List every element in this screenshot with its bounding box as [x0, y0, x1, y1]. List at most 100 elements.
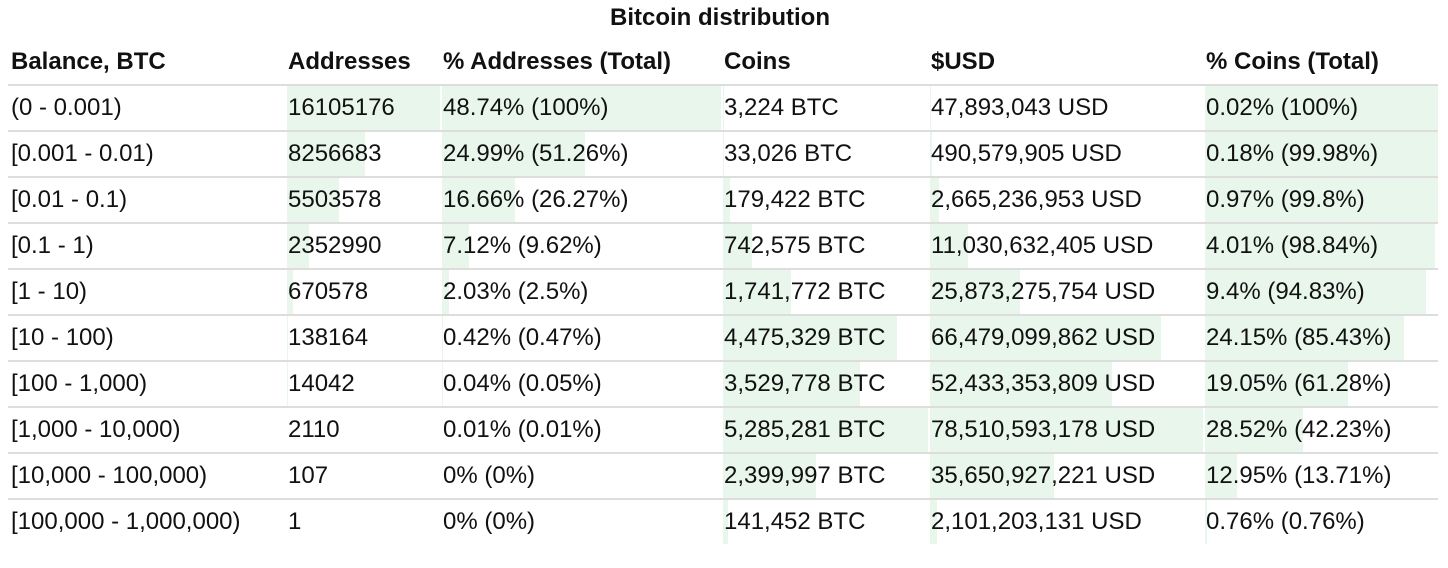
cell-text: 4.01% (98.84%): [1206, 232, 1379, 259]
header-usd: $USD: [928, 40, 1203, 86]
coins-cell: 2,399,997 BTC: [721, 453, 928, 500]
header-addresses: Addresses: [285, 40, 440, 86]
usd-cell: 2,101,203,131 USD: [928, 499, 1203, 544]
header-balance: Balance, BTC: [8, 40, 285, 86]
usd-cell: 490,579,905 USD: [928, 131, 1203, 178]
cell-text: [100 - 1,000): [11, 370, 148, 397]
cell-text: 0.97% (99.8%): [1206, 186, 1365, 213]
cell-text: 0.76% (0.76%): [1206, 508, 1365, 535]
balance-cell: [0.1 - 1): [8, 223, 285, 270]
data-bar: [1205, 132, 1438, 176]
pct-coins-cell: 19.05% (61.28%): [1203, 361, 1438, 408]
data-bar: [287, 132, 366, 176]
data-bar: [930, 362, 1113, 406]
pct-coins-cell: 0.97% (99.8%): [1203, 177, 1438, 224]
cell-text: 12.95% (13.71%): [1206, 462, 1392, 489]
coins-cell: 5,285,281 BTC: [721, 407, 928, 454]
cell-text: 19.05% (61.28%): [1206, 370, 1392, 397]
pct-coins-cell: 0.02% (100%): [1203, 85, 1438, 132]
cell-text: 107: [288, 462, 329, 489]
balance-cell: [0.001 - 0.01): [8, 131, 285, 178]
data-bar: [1205, 454, 1237, 498]
cell-text: 0.18% (99.98%): [1206, 140, 1379, 167]
table-row: [10,000 - 100,000) 107 0% (0%) 2,399,997 BT…: [8, 453, 1438, 500]
table-row: [0.01 - 0.1) 5503578 16.66% (26.27%) 179,42…: [8, 177, 1438, 224]
cell-text: 0.42% (0.47%): [443, 324, 602, 351]
cell-text: 9.4% (94.83%): [1206, 278, 1365, 305]
cell-text: 24.99% (51.26%): [443, 140, 629, 167]
cell-text: [10 - 100): [11, 324, 114, 351]
usd-cell: 2,665,236,953 USD: [928, 177, 1203, 224]
data-bar: [723, 408, 928, 452]
data-bar: [1205, 316, 1405, 360]
cell-text: 24.15% (85.43%): [1206, 324, 1392, 351]
cell-text: 35,650,927,221 USD: [931, 462, 1156, 489]
usd-cell: 47,893,043 USD: [928, 85, 1203, 132]
pct-coins-cell: 24.15% (85.43%): [1203, 315, 1438, 362]
data-bar: [1205, 362, 1348, 406]
addresses-cell: 2352990: [285, 223, 440, 270]
pct-addresses-cell: 7.12% (9.62%): [440, 223, 721, 270]
data-bar: [930, 500, 938, 544]
addresses-cell: 14042: [285, 361, 440, 408]
usd-cell: 11,030,632,405 USD: [928, 223, 1203, 270]
data-bar: [723, 132, 725, 176]
data-bar: [442, 86, 721, 130]
cell-text: 16.66% (26.27%): [443, 186, 629, 213]
coins-cell: 179,422 BTC: [721, 177, 928, 224]
cell-text: 670578: [288, 278, 369, 305]
pct-addresses-cell: 0.42% (0.47%): [440, 315, 721, 362]
cell-text: 3,224 BTC: [724, 94, 839, 121]
addresses-cell: 1: [285, 499, 440, 544]
pct-addresses-cell: 0% (0%): [440, 499, 721, 544]
data-bar: [442, 224, 469, 268]
pct-addresses-cell: 0% (0%): [440, 453, 721, 500]
data-bar: [723, 316, 897, 360]
data-bar: [442, 270, 449, 314]
cell-text: [100,000 - 1,000,000): [11, 508, 241, 535]
addresses-cell: 8256683: [285, 131, 440, 178]
table-row: [0.1 - 1) 2352990 7.12% (9.62%) 742,575 BTC…: [8, 223, 1438, 270]
balance-cell: [100 - 1,000): [8, 361, 285, 408]
cell-text: 0% (0%): [443, 462, 536, 489]
table-row: [100 - 1,000) 14042 0.04% (0.05%) 3,529,778…: [8, 361, 1438, 408]
data-bar: [1205, 86, 1438, 130]
pct-coins-cell: 9.4% (94.83%): [1203, 269, 1438, 316]
addresses-cell: 16105176: [285, 85, 440, 132]
data-bar: [930, 132, 932, 176]
data-bar: [1205, 224, 1436, 268]
balance-cell: [10 - 100): [8, 315, 285, 362]
addresses-cell: 107: [285, 453, 440, 500]
cell-text: 1,741,772 BTC: [724, 278, 886, 305]
cell-text: 742,575 BTC: [724, 232, 866, 259]
pct-coins-cell: 28.52% (42.23%): [1203, 407, 1438, 454]
coins-cell: 4,475,329 BTC: [721, 315, 928, 362]
data-bar: [723, 500, 729, 544]
cell-text: 14042: [288, 370, 355, 397]
pct-coins-cell: 0.76% (0.76%): [1203, 499, 1438, 544]
table-row: [10 - 100) 138164 0.42% (0.47%) 4,475,329 B…: [8, 315, 1438, 362]
pct-coins-cell: 0.18% (99.98%): [1203, 131, 1438, 178]
pct-addresses-cell: 0.04% (0.05%): [440, 361, 721, 408]
cell-text: 4,475,329 BTC: [724, 324, 886, 351]
data-bar: [287, 316, 289, 360]
cell-text: [10,000 - 100,000): [11, 462, 208, 489]
data-bar: [442, 316, 444, 360]
cell-text: 1: [288, 508, 302, 535]
addresses-cell: 5503578: [285, 177, 440, 224]
data-bar: [287, 224, 310, 268]
addresses-cell: 2110: [285, 407, 440, 454]
addresses-cell: 670578: [285, 269, 440, 316]
cell-text: 2,665,236,953 USD: [931, 186, 1142, 213]
distribution-table: Balance, BTC Addresses % Addresses (Tota…: [8, 40, 1438, 544]
cell-text: 47,893,043 USD: [931, 94, 1109, 121]
header-pct-addresses: % Addresses (Total): [440, 40, 721, 86]
cell-text: 141,452 BTC: [724, 508, 866, 535]
data-bar: [930, 270, 1020, 314]
data-bar: [1205, 500, 1207, 544]
coins-cell: 141,452 BTC: [721, 499, 928, 544]
data-bar: [723, 454, 817, 498]
data-bar: [287, 178, 340, 222]
coins-cell: 1,741,772 BTC: [721, 269, 928, 316]
usd-cell: 66,479,099,862 USD: [928, 315, 1203, 362]
